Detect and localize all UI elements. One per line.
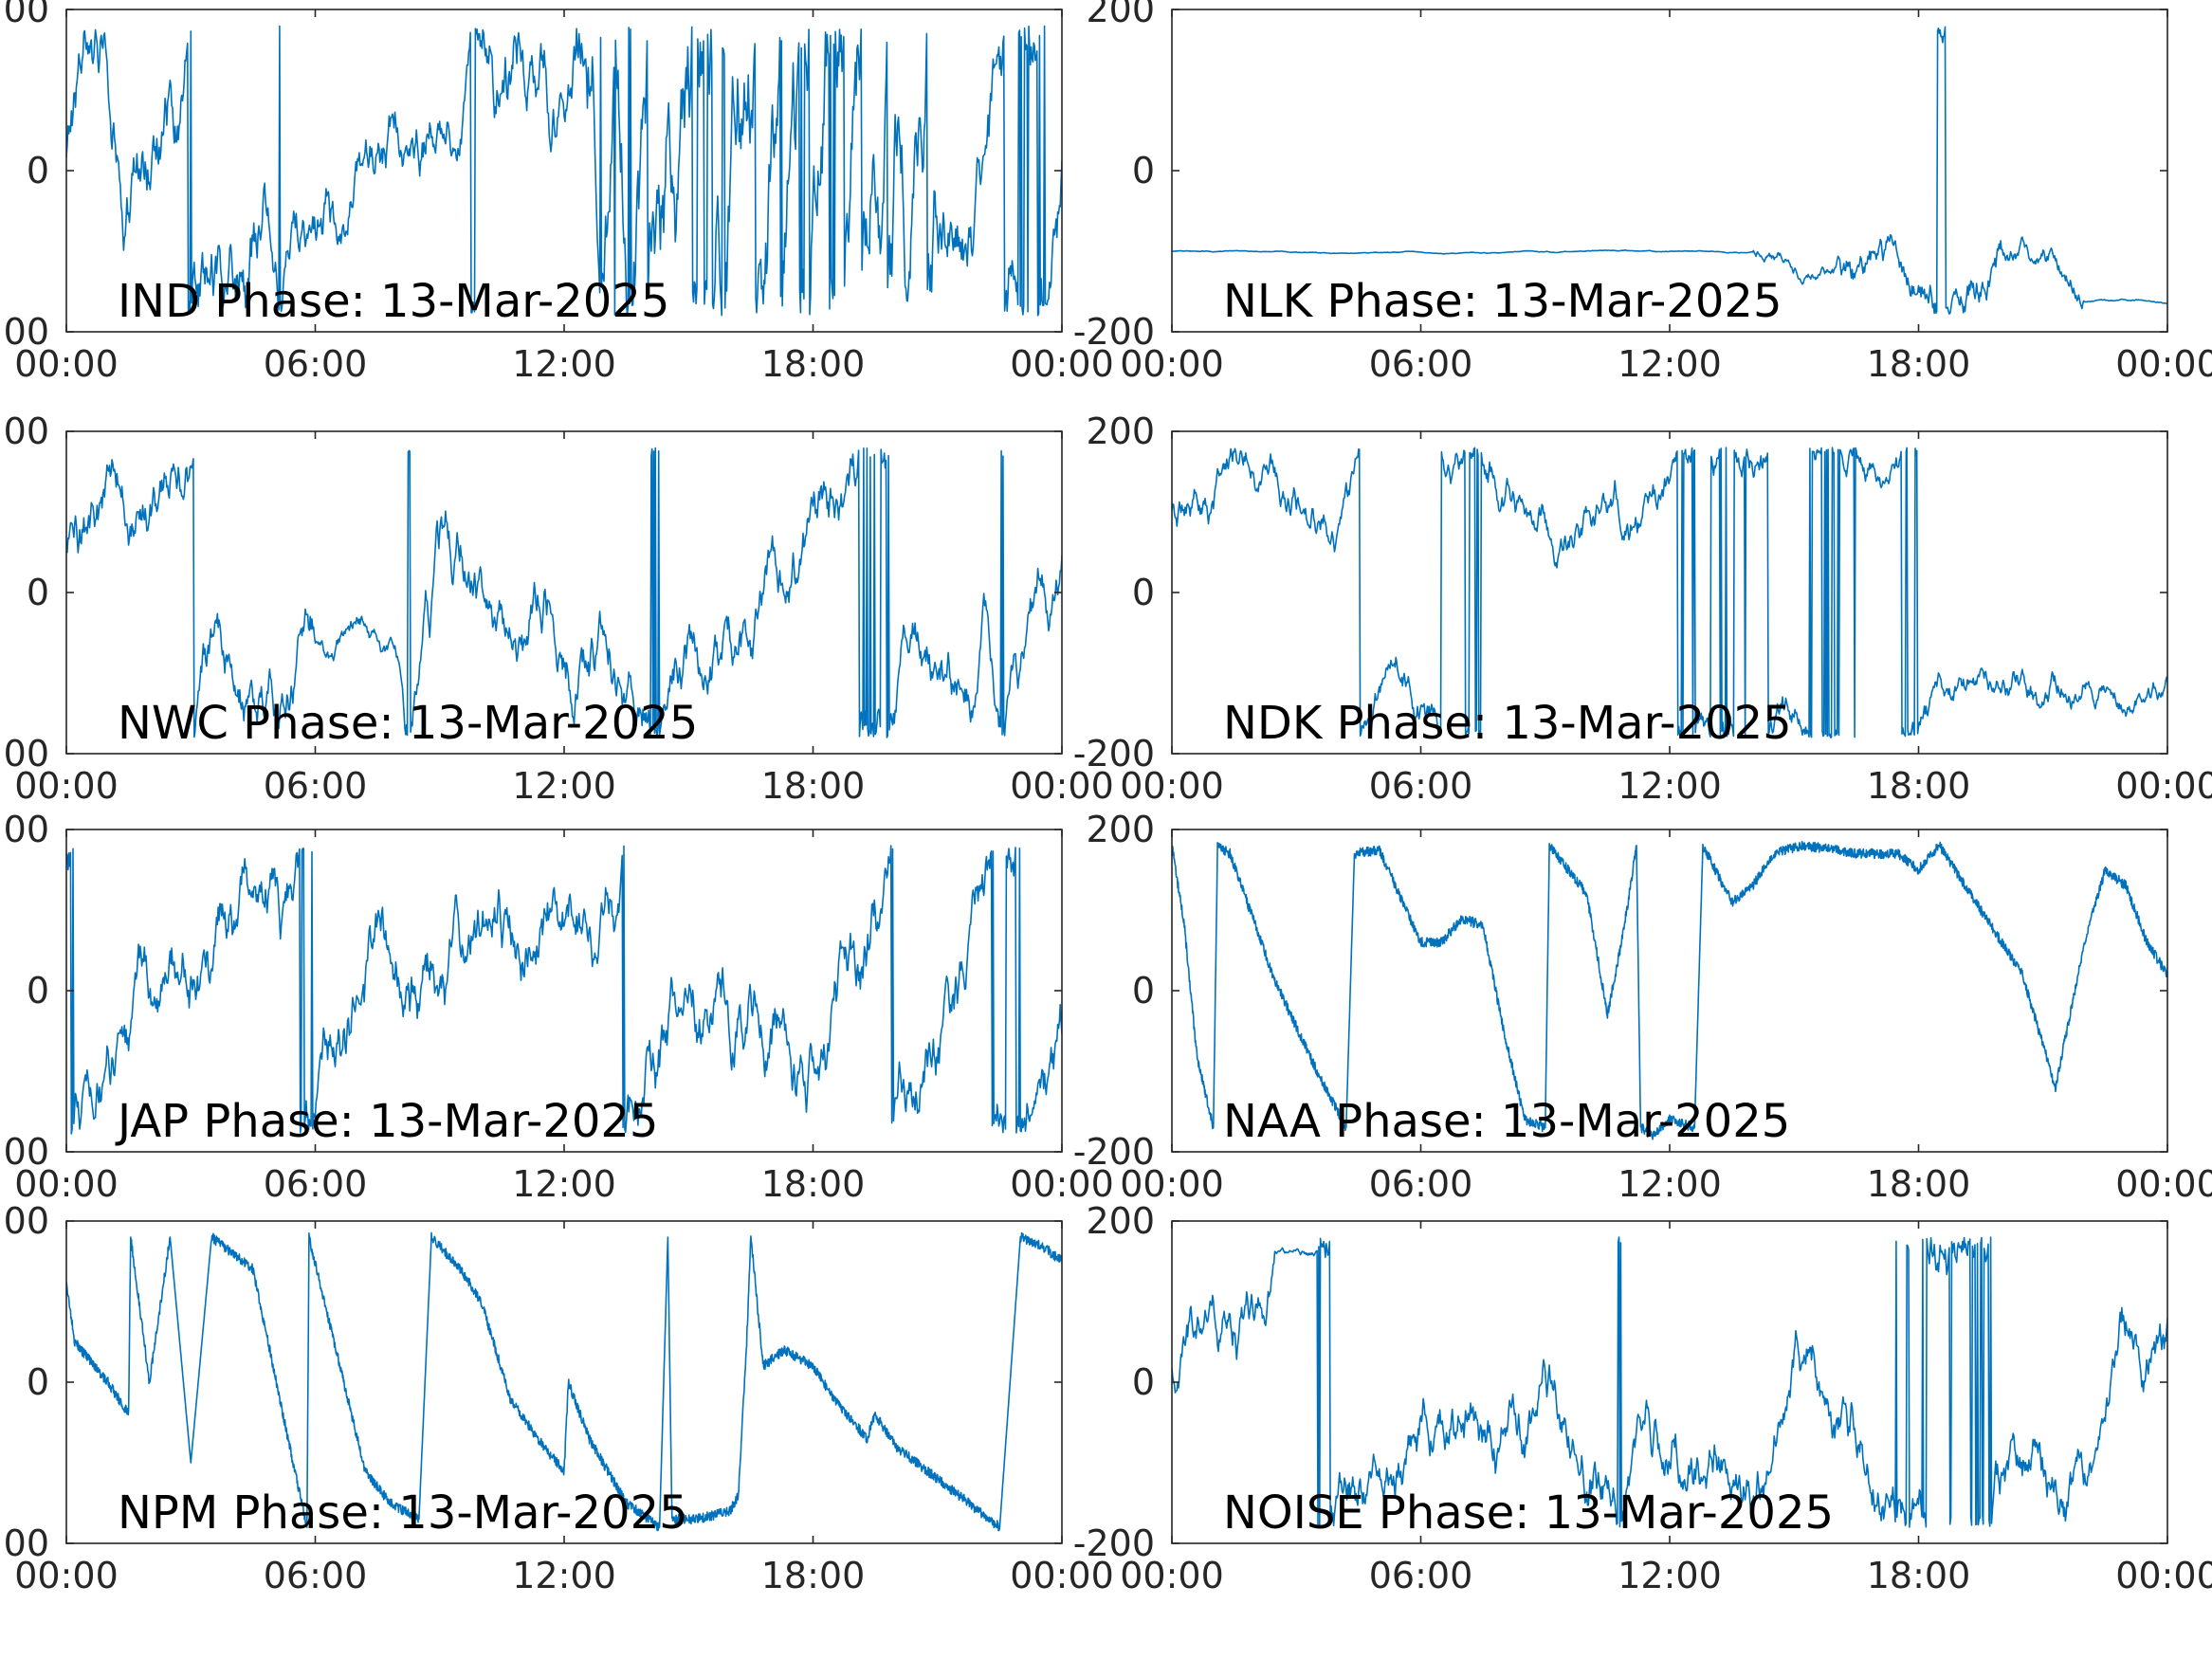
panel-title: NLK Phase: 13-Mar-2025 — [1223, 275, 1782, 328]
y-tick-label: 200 — [0, 410, 49, 452]
x-tick-label: 18:00 — [1867, 765, 1971, 807]
series-line-3-0 — [1172, 447, 2167, 738]
y-tick-label: -200 — [0, 1522, 49, 1564]
y-tick-label: 0 — [1132, 150, 1155, 191]
x-tick-label: 00:00 — [2115, 343, 2212, 385]
x-tick-label: 18:00 — [761, 765, 866, 807]
y-tick-label: 200 — [1086, 410, 1155, 452]
series-line-6-0 — [66, 1231, 1062, 1532]
panel-title: JAP Phase: 13-Mar-2025 — [115, 1095, 658, 1148]
panel-1: 00:00 06:00 12:00 18:00 00:00 200 0 -200 NLK Pha… — [1073, 0, 2212, 385]
y-tick-label: 0 — [1132, 970, 1155, 1012]
series-line-0-0 — [66, 25, 1062, 317]
x-tick-label: 00:00 — [1120, 765, 1224, 807]
x-tick-label: 00:00 — [1120, 1555, 1224, 1596]
y-tick-label: 200 — [0, 1200, 49, 1242]
panel-title: IND Phase: 13-Mar-2025 — [118, 275, 669, 328]
x-tick-label: 00:00 — [1010, 765, 1114, 807]
panel-title: NOISE Phase: 13-Mar-2025 — [1223, 1486, 1834, 1540]
panel-title: NWC Phase: 13-Mar-2025 — [118, 697, 698, 750]
x-tick-label: 06:00 — [1369, 765, 1473, 807]
y-tick-label: -200 — [0, 733, 49, 775]
x-tick-label: 18:00 — [1867, 1555, 1971, 1596]
y-tick-label: 200 — [1086, 1200, 1155, 1242]
x-tick-label: 18:00 — [761, 343, 866, 385]
x-tick-label: 06:00 — [264, 343, 368, 385]
x-tick-label: 06:00 — [1369, 1163, 1473, 1205]
y-tick-label: 0 — [1132, 572, 1155, 613]
y-tick-label: 200 — [0, 809, 49, 850]
x-tick-label: 06:00 — [264, 1555, 368, 1596]
x-tick-label: 12:00 — [512, 1555, 616, 1596]
x-tick-label: 00:00 — [1010, 1555, 1114, 1596]
y-tick-label: 200 — [1086, 0, 1155, 30]
y-tick-label: 0 — [27, 572, 49, 613]
x-tick-label: 06:00 — [264, 1163, 368, 1205]
x-tick-label: 06:00 — [1369, 1555, 1473, 1596]
x-tick-label: 18:00 — [1867, 1163, 1971, 1205]
x-tick-label: 00:00 — [2115, 765, 2212, 807]
series-line-7-0 — [1172, 1236, 2167, 1528]
panel-0: 00:00 06:00 12:00 18:00 00:00 200 0 -200 IND Pha… — [0, 0, 1114, 385]
series-line-5-0 — [1172, 840, 2167, 1140]
x-tick-label: 00:00 — [14, 1555, 119, 1596]
y-tick-label: 0 — [27, 970, 49, 1012]
x-tick-label: 06:00 — [1369, 343, 1473, 385]
x-tick-label: 00:00 — [2115, 1163, 2212, 1205]
y-tick-label: -200 — [1073, 311, 1155, 353]
panel-title: NDK Phase: 13-Mar-2025 — [1223, 697, 1792, 750]
y-tick-label: -200 — [0, 1131, 49, 1173]
y-tick-label: 200 — [1086, 809, 1155, 850]
x-tick-label: 12:00 — [512, 765, 616, 807]
panel-2: 00:00 06:00 12:00 18:00 00:00 200 0 -200 NWC Pha… — [0, 410, 1114, 807]
y-tick-label: 200 — [0, 0, 49, 30]
series-line-2-0 — [66, 447, 1062, 738]
x-tick-label: 12:00 — [1618, 765, 1722, 807]
y-tick-label: -200 — [1073, 733, 1155, 775]
x-tick-label: 12:00 — [1618, 343, 1722, 385]
y-tick-label: -200 — [1073, 1522, 1155, 1564]
x-tick-label: 18:00 — [761, 1555, 866, 1596]
series-line-4-0 — [66, 845, 1062, 1135]
y-tick-label: 0 — [1132, 1361, 1155, 1403]
x-tick-label: 18:00 — [761, 1163, 866, 1205]
y-tick-label: -200 — [1073, 1131, 1155, 1173]
panel-6: 00:00 06:00 12:00 18:00 00:00 200 0 -200 NPM Pha… — [0, 1200, 1114, 1596]
panel-4: 00:00 06:00 12:00 18:00 00:00 200 0 -200 JAP Pha… — [0, 809, 1114, 1205]
x-tick-label: 06:00 — [264, 765, 368, 807]
panel-7: 00:00 06:00 12:00 18:00 00:00 200 0 -200 NOISE P… — [1073, 1200, 2212, 1596]
x-tick-label: 00:00 — [1120, 1163, 1224, 1205]
x-tick-label: 00:00 — [14, 343, 119, 385]
y-tick-label: 0 — [27, 1361, 49, 1403]
y-tick-label: 0 — [27, 150, 49, 191]
panel-5: 00:00 06:00 12:00 18:00 00:00 200 0 -200 NAA Pha… — [1073, 809, 2212, 1205]
x-tick-label: 12:00 — [1618, 1163, 1722, 1205]
x-tick-label: 00:00 — [1010, 343, 1114, 385]
panel-3: 00:00 06:00 12:00 18:00 00:00 200 0 -200 NDK Pha… — [1073, 410, 2212, 807]
x-tick-label: 00:00 — [14, 1163, 119, 1205]
x-tick-label: 00:00 — [2115, 1555, 2212, 1596]
x-tick-label: 12:00 — [1618, 1555, 1722, 1596]
x-tick-label: 18:00 — [1867, 343, 1971, 385]
series-line-1-0 — [1172, 26, 2167, 315]
x-tick-label: 00:00 — [1010, 1163, 1114, 1205]
panel-title: NPM Phase: 13-Mar-2025 — [118, 1486, 688, 1540]
x-tick-label: 12:00 — [512, 343, 616, 385]
x-tick-label: 12:00 — [512, 1163, 616, 1205]
x-tick-label: 00:00 — [14, 765, 119, 807]
y-tick-label: -200 — [0, 311, 49, 353]
x-tick-label: 00:00 — [1120, 343, 1224, 385]
panel-title: NAA Phase: 13-Mar-2025 — [1223, 1095, 1790, 1148]
